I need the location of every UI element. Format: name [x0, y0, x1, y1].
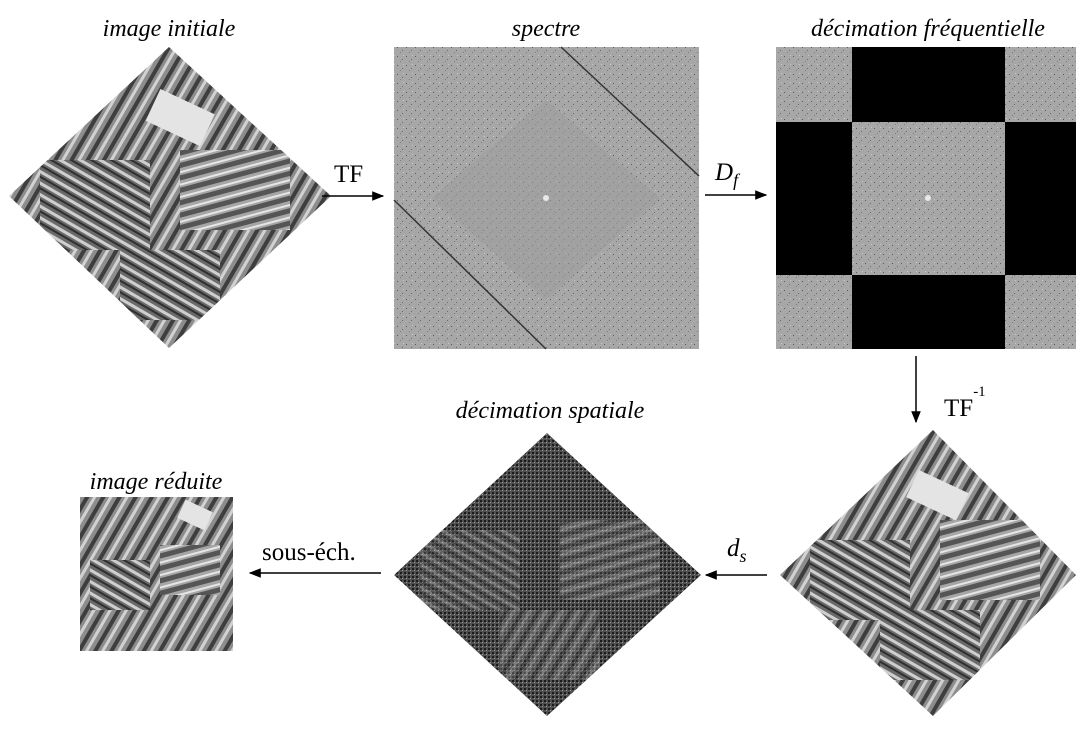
reduced-image	[80, 497, 233, 651]
spatial-decimation-image	[394, 433, 701, 716]
initial-image	[9, 47, 331, 348]
spectrum-image	[393, 46, 700, 350]
label-df: Df	[714, 159, 741, 190]
title-reduced: image réduite	[90, 469, 223, 495]
title-spectrum: spectre	[512, 16, 581, 42]
title-freq-decimation: décimation fréquentielle	[811, 16, 1045, 42]
inverse-image	[780, 430, 1076, 716]
label-ds: ds	[727, 535, 747, 566]
label-tf: TF	[334, 161, 363, 188]
label-subsample: sous-éch.	[262, 539, 356, 566]
label-tf-inverse: TF-1	[944, 384, 986, 422]
title-spatial-decimation: décimation spatiale	[456, 398, 645, 424]
title-initial: image initiale	[103, 16, 236, 42]
freq-decimation-image	[776, 47, 1076, 349]
